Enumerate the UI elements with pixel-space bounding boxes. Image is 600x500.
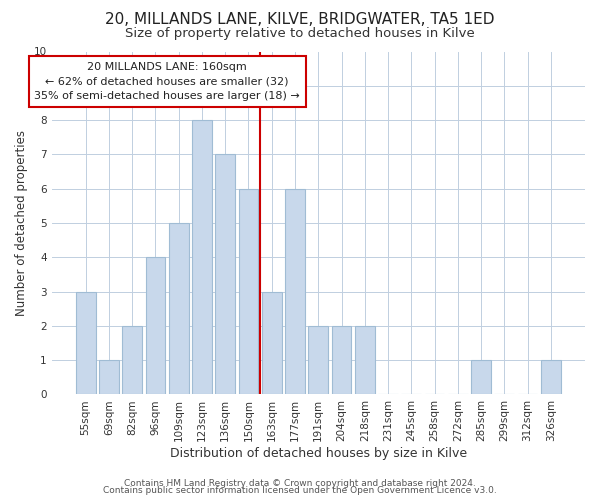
Y-axis label: Number of detached properties: Number of detached properties [15, 130, 28, 316]
X-axis label: Distribution of detached houses by size in Kilve: Distribution of detached houses by size … [170, 447, 467, 460]
Bar [332, 326, 352, 394]
Bar [215, 154, 235, 394]
Text: 20 MILLANDS LANE: 160sqm
← 62% of detached houses are smaller (32)
35% of semi-d: 20 MILLANDS LANE: 160sqm ← 62% of detach… [34, 62, 300, 102]
Bar [285, 188, 305, 394]
Bar [99, 360, 119, 394]
Text: Size of property relative to detached houses in Kilve: Size of property relative to detached ho… [125, 28, 475, 40]
Bar [192, 120, 212, 394]
Bar [239, 188, 259, 394]
Bar [541, 360, 561, 394]
Bar [122, 326, 142, 394]
Bar [146, 258, 166, 394]
Bar [262, 292, 281, 395]
Text: 20, MILLANDS LANE, KILVE, BRIDGWATER, TA5 1ED: 20, MILLANDS LANE, KILVE, BRIDGWATER, TA… [105, 12, 495, 28]
Bar [355, 326, 374, 394]
Text: Contains public sector information licensed under the Open Government Licence v3: Contains public sector information licen… [103, 486, 497, 495]
Bar [308, 326, 328, 394]
Bar [169, 223, 188, 394]
Text: Contains HM Land Registry data © Crown copyright and database right 2024.: Contains HM Land Registry data © Crown c… [124, 478, 476, 488]
Bar [471, 360, 491, 394]
Bar [76, 292, 95, 395]
